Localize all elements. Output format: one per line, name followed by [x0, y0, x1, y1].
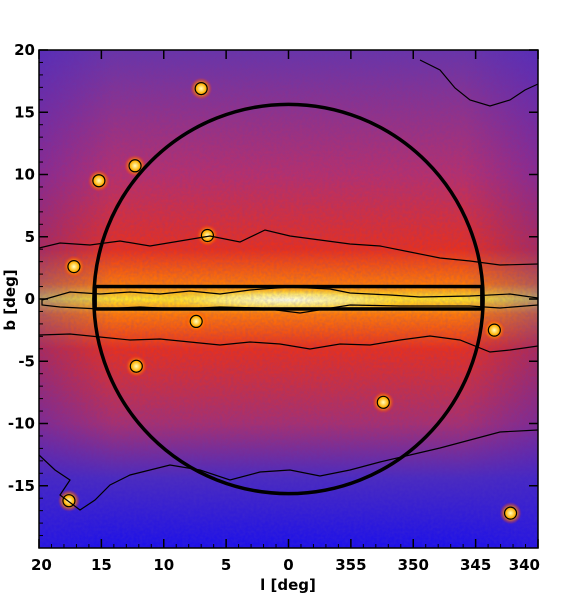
point-source-contour-10	[62, 494, 76, 508]
y-tick-label-20: 20	[14, 41, 35, 59]
x-axis-title: l [deg]	[260, 576, 316, 594]
y-tick-label-5: 5	[25, 228, 35, 246]
contour-lower-envelope	[39, 333, 538, 353]
x-tick-label-340: 340	[509, 556, 540, 574]
y-axis-ticks: 20 15 10 5 0 -5 -10 -15	[8, 41, 538, 537]
point-source-11	[499, 502, 522, 525]
point-source-contour-7	[487, 323, 501, 337]
point-source-contour-8	[129, 359, 143, 373]
contour-noise-top-right	[419, 59, 538, 107]
y-tick-label--5: -5	[18, 352, 35, 370]
point-source-4	[196, 224, 219, 247]
point-source-contour-1	[194, 81, 208, 96]
y-tick-label-10: 10	[14, 166, 35, 184]
point-source-9	[372, 391, 395, 414]
x-tick-label-5: 5	[221, 556, 231, 574]
map-noise	[39, 50, 538, 548]
point-sources	[57, 77, 522, 525]
point-source-contour-11	[503, 506, 518, 520]
intensity-map	[39, 50, 538, 548]
x-tick-label-20: 20	[31, 556, 52, 574]
point-source-8	[125, 355, 148, 378]
y-tick-label-15: 15	[14, 103, 35, 121]
point-source-1	[190, 77, 213, 100]
x-axis-ticks: 20 15 10 5 0 355 350 345 340	[31, 50, 540, 574]
x-tick-label-10: 10	[153, 556, 174, 574]
x-tick-label-345: 345	[460, 556, 491, 574]
contour-noise-bottom	[39, 429, 538, 511]
point-source-7	[483, 319, 506, 342]
roi-rectangle	[93, 284, 484, 311]
x-tick-label-355: 355	[335, 556, 366, 574]
point-source-contour-5	[67, 260, 81, 274]
y-axis-title: b [deg]	[1, 269, 19, 330]
point-source-contour-2	[92, 174, 106, 188]
point-source-contour-6	[189, 314, 203, 329]
x-tick-label-350: 350	[398, 556, 429, 574]
x-tick-label-15: 15	[91, 556, 112, 574]
point-source-contour-3	[128, 159, 142, 173]
point-source-2	[87, 169, 110, 192]
point-source-contour-4	[200, 228, 215, 243]
region-overlays	[92, 102, 485, 496]
contour-upper-envelope	[39, 229, 538, 266]
y-tick-label--10: -10	[8, 415, 35, 433]
y-tick-label--15: -15	[8, 477, 35, 495]
point-source-6	[185, 310, 208, 333]
point-source-contour-9	[376, 395, 390, 409]
point-source-5	[62, 255, 85, 278]
y-tick-label-0: 0	[25, 290, 35, 308]
x-tick-label-0: 0	[283, 556, 293, 574]
point-source-3	[124, 154, 147, 177]
